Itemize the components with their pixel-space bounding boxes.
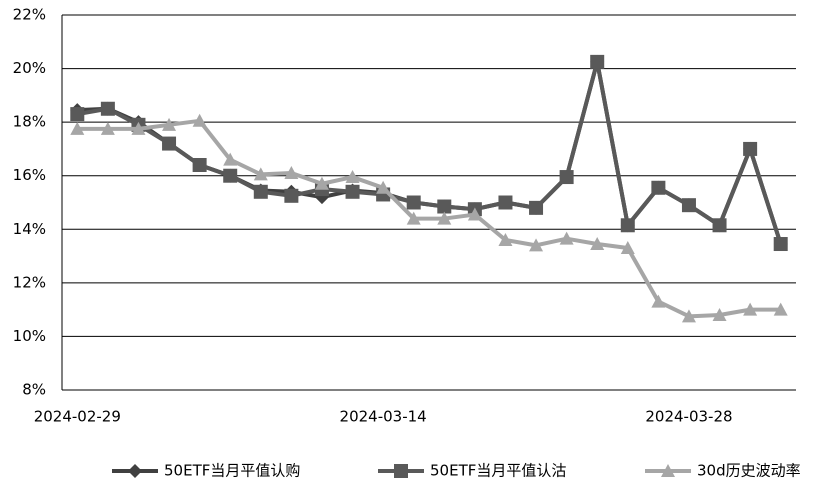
square-marker [223,168,238,183]
y-tick-label: 20% [13,59,46,77]
triangle-marker [590,237,605,251]
triangle-marker [192,113,207,127]
triangle-marker [620,241,635,255]
square-marker [253,184,268,199]
triangle-marker [376,180,391,194]
legend-label: 50ETF当月平值认沽 [430,462,566,480]
square-marker [773,237,788,252]
legend-label: 30d历史波动率 [697,462,801,480]
triangle-marker [661,464,675,477]
square-marker [712,218,727,233]
triangle-marker [437,211,452,225]
square-marker [394,464,408,478]
x-tick-label: 2024-03-14 [340,408,427,426]
square-marker [100,101,115,116]
x-tick-label: 2024-02-29 [34,408,121,426]
square-marker [590,54,605,69]
y-tick-label: 12% [13,273,46,291]
triangle-marker [223,152,238,166]
square-marker [70,107,85,122]
y-tick-label: 10% [13,327,46,345]
square-marker [192,158,207,172]
triangle-marker [314,176,329,190]
square-marker [743,141,758,156]
triangle-marker [712,308,727,321]
triangle-marker [70,121,85,135]
triangle-marker [559,231,574,245]
triangle-marker [162,117,177,131]
diamond-marker [128,464,142,478]
square-marker [345,184,360,199]
triangle-marker [651,294,666,308]
triangle-marker [743,302,758,316]
square-marker [529,200,544,215]
legend-label: 50ETF当月平值认购 [164,462,300,480]
y-tick-label: 8% [22,381,46,399]
triangle-marker [498,233,513,246]
square-marker [406,195,421,210]
triangle-marker [345,170,360,184]
square-marker [284,188,299,203]
triangle-marker [773,302,788,316]
square-marker [681,198,696,213]
series-line [77,118,781,319]
square-marker [162,136,177,151]
triangle-marker [467,207,482,221]
triangle-marker [529,238,544,252]
square-marker [620,218,635,233]
triangle-marker [406,211,421,225]
y-tick-label: 18% [13,113,46,131]
triangle-marker [284,166,299,180]
square-marker [651,180,666,195]
triangle-marker [131,121,146,135]
y-tick-label: 14% [13,220,46,238]
square-marker [498,195,513,210]
square-marker [559,170,574,185]
square-marker [437,199,452,214]
y-tick-label: 16% [13,166,46,184]
x-tick-label: 2024-03-28 [645,408,732,426]
y-tick-label: 22% [13,6,46,24]
triangle-marker [253,167,268,181]
triangle-marker [100,121,115,135]
triangle-marker [681,309,696,323]
